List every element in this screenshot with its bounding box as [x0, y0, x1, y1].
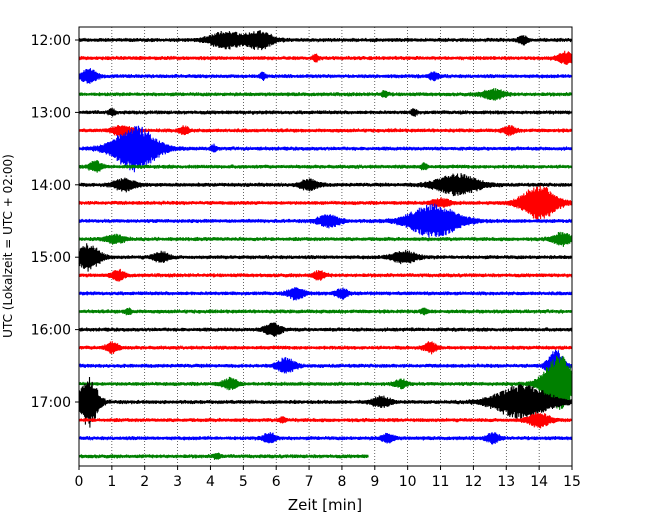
- trace-1730: [78, 432, 573, 445]
- trace-1315: [78, 124, 573, 137]
- x-tick-label: 5: [239, 474, 248, 490]
- y-axis-label: UTC (Lokalzeit = UTC + 02:00): [1, 154, 15, 338]
- x-tick-label: 1: [107, 474, 116, 490]
- trace-1330: [78, 125, 573, 173]
- trace-1545: [78, 307, 573, 316]
- x-tick-label: 9: [370, 474, 379, 490]
- y-tick-label: 15:00: [31, 250, 71, 266]
- trace-1245: [78, 88, 573, 101]
- y-tick-label: 12:00: [31, 33, 71, 49]
- x-tick-label: 12: [464, 474, 482, 490]
- trace-1515: [78, 268, 573, 282]
- trace-1645: [78, 355, 573, 410]
- y-tick-label: 13:00: [31, 105, 71, 121]
- trace-1400: [78, 173, 573, 197]
- x-axis-label: Zeit [min]: [288, 496, 362, 514]
- plot-frame: [78, 26, 573, 467]
- x-tick-label: 4: [206, 474, 215, 490]
- x-tick-label: 14: [530, 474, 548, 490]
- x-tick-label: 6: [272, 474, 281, 490]
- trace-1430: [78, 203, 573, 238]
- y-tick-label: 14:00: [31, 178, 71, 194]
- x-tick-label: 8: [337, 474, 346, 490]
- x-tick-label: 7: [305, 474, 314, 490]
- trace-1300: [78, 107, 573, 117]
- trace-1500: [78, 243, 573, 272]
- x-tick-label: 2: [140, 474, 149, 490]
- x-tick-label: 10: [399, 474, 417, 490]
- trace-1600: [78, 322, 573, 337]
- y-tick-label: 17:00: [31, 395, 71, 411]
- x-tick-label: 13: [497, 474, 515, 490]
- x-tick-label: 3: [173, 474, 182, 490]
- x-tick-label: 15: [563, 474, 581, 490]
- x-tick-label: 11: [432, 474, 450, 490]
- trace-1715: [78, 412, 573, 429]
- x-axis: 0 1 2 3 4 5 6 7 8 9 10 11 12 13 14 15: [75, 466, 581, 490]
- trace-1615: [78, 341, 573, 355]
- trace-1745: [78, 452, 369, 460]
- x-tick-label: 0: [75, 474, 84, 490]
- trace-1215: [78, 50, 573, 66]
- trace-1445: [78, 231, 573, 247]
- trace-1630: [78, 349, 573, 382]
- y-tick-label: 16:00: [31, 323, 71, 339]
- trace-1530: [78, 287, 573, 301]
- grid-lines: [111, 27, 540, 466]
- trace-1345: [78, 160, 573, 173]
- y-axis: 12:00 13:00 14:00 15:00 16:00 17:00: [31, 33, 79, 411]
- trace-1700: [78, 376, 573, 428]
- trace-1415: [78, 185, 573, 221]
- trace-1200: [78, 30, 573, 51]
- seismic-traces: [78, 30, 573, 460]
- trace-1230: [78, 68, 573, 84]
